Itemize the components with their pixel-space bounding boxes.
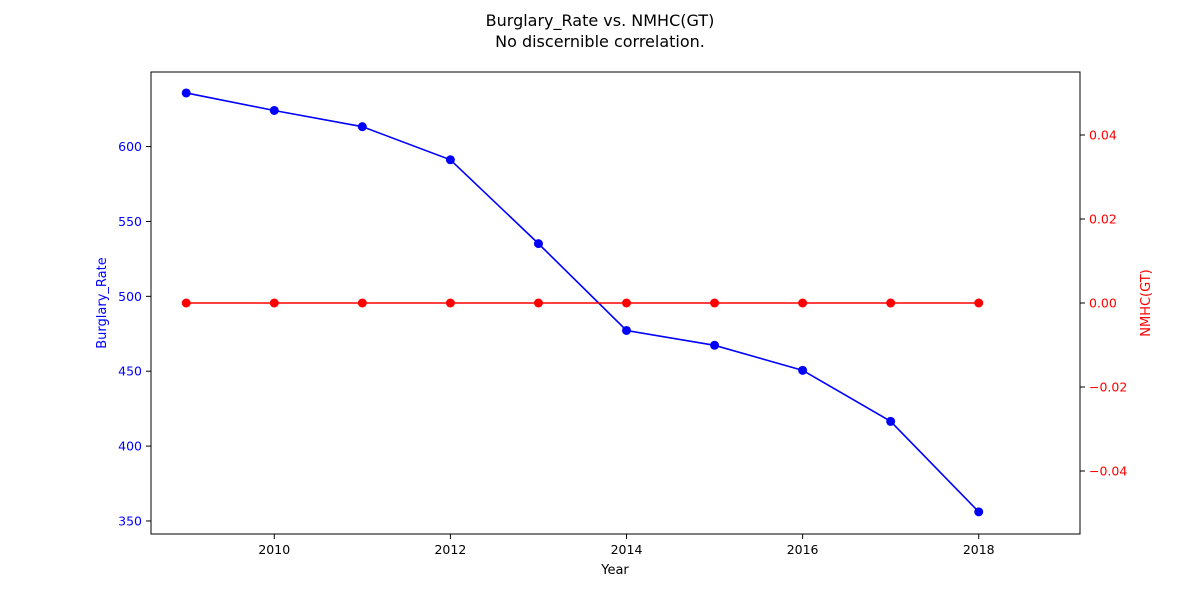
burglary-rate-point [181,88,191,98]
y-left-tick-label: 350 [118,513,142,528]
nmhc-gt-point [974,298,984,308]
y-right-tick-label: 0.02 [1089,212,1117,227]
burglary-rate-point [798,365,808,375]
y-left-tick-label: 500 [118,289,142,304]
y-left-tick-label: 550 [118,214,142,229]
nmhc-gt-point [181,298,191,308]
nmhc-gt-point [798,298,808,308]
y-left-tick-label: 450 [118,364,142,379]
x-axis-ticks: 2010 2012 2014 2016 2018 [258,534,995,557]
x-tick-label: 2016 [787,542,819,557]
chart-title: Burglary_Rate vs. NMHC(GT) [486,11,715,31]
nmhc-gt-point [886,298,896,308]
x-axis-label: Year [600,563,629,578]
y-right-axis-ticks: −0.04 −0.02 0.00 0.02 0.04 [1080,128,1127,479]
nmhc-gt-point [533,298,543,308]
y-right-tick-label: −0.04 [1089,464,1127,479]
burglary-rate-line [186,92,980,513]
nmhc-gt-point [622,298,632,308]
y-right-tick-label: −0.02 [1089,380,1127,395]
x-tick-label: 2012 [434,542,466,557]
x-tick-label: 2014 [611,542,643,557]
y-left-axis-label: Burglary_Rate [95,257,110,348]
burglary-rate-point [710,340,720,350]
nmhc-gt-point [710,298,720,308]
burglary-rate-point [886,416,896,426]
y-left-axis-ticks: 350 400 450 500 550 600 [118,139,151,528]
burglary-rate-point [357,122,367,132]
y-right-axis-label: NMHC(GT) [1139,269,1154,337]
y-right-tick-label: 0.04 [1089,128,1117,143]
burglary-rate-point [974,507,984,517]
y-left-tick-label: 600 [118,139,142,154]
burglary-rate-point [445,155,455,165]
y-right-tick-label: 0.00 [1089,296,1117,311]
chart-subtitle: No discernible correlation. [495,32,705,51]
nmhc-gt-point [357,298,367,308]
series-layer [181,88,984,517]
burglary-rate-point [269,105,279,115]
x-tick-label: 2018 [963,542,995,557]
burglary-rate-point [622,325,632,335]
nmhc-gt-point [445,298,455,308]
x-tick-label: 2010 [258,542,290,557]
burglary-rate-point [533,239,543,249]
y-left-tick-label: 400 [118,439,142,454]
nmhc-gt-point [269,298,279,308]
